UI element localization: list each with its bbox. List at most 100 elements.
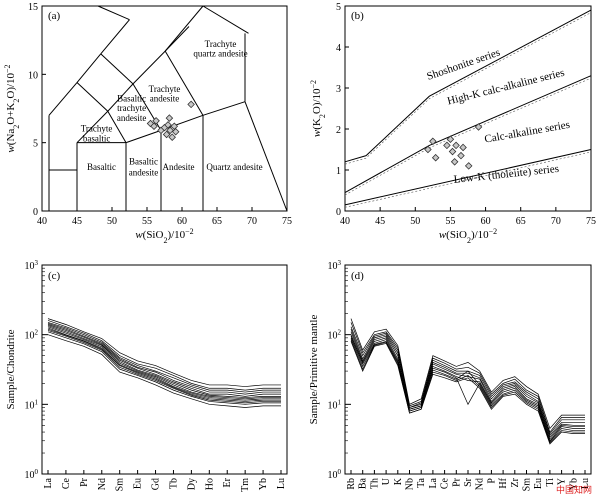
x-tick-label: Ho (204, 478, 215, 490)
sample-point (450, 158, 459, 166)
y-tick-label: 102 (25, 329, 39, 342)
sample-line (47, 318, 281, 387)
field-boundary (164, 5, 204, 52)
sample-point (187, 100, 195, 109)
x-tick-label: Eu (133, 478, 144, 489)
sample-point (459, 143, 467, 152)
y-tick-label: 10 (28, 70, 38, 81)
x-tick-label: Yb (258, 478, 269, 490)
x-tick-label: Tm (240, 478, 251, 492)
plot-frame (41, 5, 288, 212)
series-boundary-dashed (344, 12, 592, 165)
sample-line (350, 322, 585, 433)
x-tick-label: Nb (405, 478, 416, 490)
sample-point (152, 117, 160, 125)
panel-label: (d) (351, 270, 364, 282)
sample-line (350, 341, 585, 445)
x-tick-label: Ce (61, 477, 72, 489)
y-tick-label: 101 (328, 398, 342, 411)
series-label: Shoshonite series (425, 47, 501, 83)
field-label: Trachyte (149, 84, 181, 94)
x-tick-label: Gd (151, 478, 162, 490)
sample-line (350, 337, 585, 443)
field-label: Basaltic (129, 157, 158, 167)
sample-point (431, 153, 440, 162)
x-tick-label: 45 (72, 216, 82, 227)
y-tick-label: 0 (336, 207, 341, 218)
sample-point (165, 114, 174, 122)
series-boundary (344, 9, 592, 163)
field-label: quartz andesite (193, 49, 247, 59)
x-tick-label: P (486, 478, 497, 484)
field-label: Trachyte (205, 39, 237, 49)
x-tick-label: 50 (410, 216, 420, 227)
plot-frame (344, 5, 592, 212)
x-axis-label: w(SiO2)/10−2 (135, 227, 193, 245)
y-tick-label: 101 (25, 398, 39, 411)
field-boundary (107, 83, 134, 112)
sample-line (350, 334, 585, 440)
field-label: andesite (129, 167, 159, 177)
y-tick-label: 0 (33, 207, 38, 218)
field-label: basaltic (83, 133, 111, 143)
sample-line (47, 322, 281, 393)
sample-point (170, 122, 179, 131)
x-tick-label: 40 (340, 216, 350, 227)
sample-point (457, 151, 465, 160)
sample-point (164, 121, 172, 129)
x-tick-label: Er (222, 477, 233, 487)
field-label: Basaltic (117, 94, 146, 104)
sample-line (47, 324, 281, 397)
sample-line (350, 339, 585, 444)
x-tick-label: Yb (568, 478, 579, 490)
y-tick-label: 102 (328, 329, 342, 342)
watermark: 中国知网 (556, 484, 592, 495)
x-tick-label: 55 (445, 216, 455, 227)
sample-point (150, 122, 158, 131)
field-boundary (244, 101, 288, 212)
x-tick-label: U (381, 477, 392, 485)
field-label: trachyte (117, 103, 146, 113)
x-tick-label: 70 (551, 216, 561, 227)
x-tick-label: 60 (481, 216, 491, 227)
x-tick-label: Eu (533, 478, 544, 489)
x-tick-label: 70 (247, 216, 257, 227)
sample-line (47, 334, 281, 408)
sample-line (47, 328, 281, 402)
x-tick-label: Lu (580, 478, 591, 489)
sample-line (350, 329, 585, 436)
x-tick-label: 45 (375, 216, 385, 227)
field-boundary (202, 101, 246, 116)
sample-line (47, 326, 281, 400)
series-label: High-K calc-alkaline series (446, 67, 566, 108)
y-tick-label: 100 (25, 468, 39, 481)
sample-line (350, 331, 585, 438)
plot-frame (41, 264, 288, 475)
sample-point (464, 162, 473, 170)
sample-line (350, 318, 585, 430)
field-boundary (97, 5, 130, 21)
field-boundary (76, 82, 109, 112)
x-tick-label: Y (557, 478, 568, 485)
y-tick-label: 100 (328, 468, 342, 481)
sample-point (168, 133, 176, 141)
y-axis-label: Sample/Chondrite (5, 329, 17, 409)
field-boundary (76, 110, 109, 144)
y-tick-label: 103 (328, 259, 342, 272)
x-tick-label: Th (369, 478, 380, 489)
x-tick-label: Hf (498, 477, 509, 488)
sample-point (146, 119, 155, 128)
x-tick-label: 40 (37, 216, 47, 227)
x-tick-label: Nd (97, 478, 108, 490)
x-tick-label: Pr (79, 477, 90, 487)
x-tick-label: Rb (346, 478, 357, 490)
sample-point (171, 127, 180, 136)
field-boundary (107, 110, 127, 143)
series-boundary (344, 75, 592, 193)
x-tick-label: 75 (586, 216, 596, 227)
y-tick-label: 2 (336, 125, 341, 136)
